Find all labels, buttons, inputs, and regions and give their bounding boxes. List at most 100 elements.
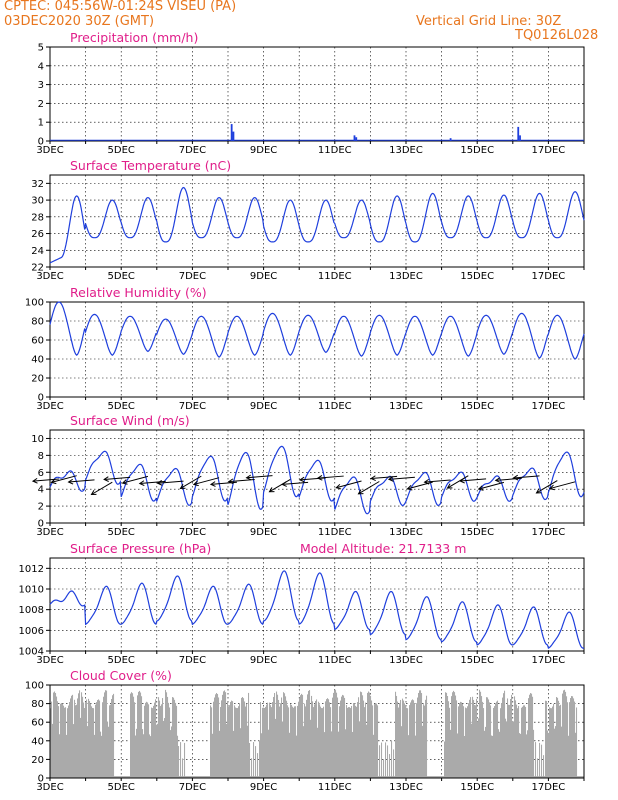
cloud-bar bbox=[281, 697, 283, 778]
cloud-bar bbox=[324, 732, 326, 778]
cloud-bar bbox=[349, 707, 351, 778]
cloud-bar bbox=[565, 691, 567, 778]
cloud-bar bbox=[574, 701, 576, 778]
cloud-bar bbox=[533, 729, 535, 778]
cloud-bar bbox=[418, 692, 420, 778]
wind-arrowhead bbox=[423, 478, 430, 485]
cloud-bar bbox=[560, 704, 562, 778]
wind-arrowhead bbox=[245, 474, 252, 481]
cloud-bar bbox=[541, 744, 543, 778]
cloud-bar bbox=[369, 692, 371, 778]
cloud-bar bbox=[118, 776, 120, 778]
x-tick-label: 7DEC bbox=[179, 782, 206, 793]
cloud-bar bbox=[542, 776, 544, 778]
cloud-bar bbox=[247, 725, 249, 778]
cloud-bar bbox=[105, 690, 107, 778]
cloud-bar bbox=[287, 705, 289, 778]
cloud-bar bbox=[128, 776, 130, 778]
cloud-bar bbox=[362, 695, 364, 778]
x-tick-label: 5DEC bbox=[108, 655, 135, 666]
cloud-bar bbox=[531, 693, 533, 778]
cloud-bar bbox=[274, 692, 276, 778]
cloud-bar bbox=[96, 702, 98, 778]
cloud-bar bbox=[408, 735, 410, 778]
cloud-bar bbox=[99, 700, 101, 778]
cloud-bar bbox=[411, 700, 413, 778]
cloud-bar bbox=[579, 776, 581, 778]
cloud-bar bbox=[125, 776, 127, 778]
cloud-bar bbox=[482, 701, 484, 778]
y-tick-label: 60 bbox=[31, 336, 44, 347]
y-tick-label: 1010 bbox=[19, 585, 44, 596]
cloud-bar bbox=[117, 776, 119, 778]
cloud-bar bbox=[549, 707, 551, 778]
precip-bar bbox=[519, 135, 521, 141]
cloud-bar bbox=[253, 742, 255, 778]
cloud-bar bbox=[50, 708, 52, 778]
cloud-bar bbox=[167, 696, 169, 778]
cloud-bar bbox=[561, 726, 563, 778]
cloud-bar bbox=[221, 700, 223, 778]
cloud-bar bbox=[235, 707, 237, 778]
cloud-bar bbox=[157, 723, 159, 778]
cloud-bar bbox=[550, 708, 552, 778]
cloud-bar bbox=[378, 776, 380, 778]
cloud-bar bbox=[457, 733, 459, 778]
cloud-bar bbox=[295, 706, 297, 778]
cloud-bar bbox=[474, 704, 476, 778]
cloud-bar bbox=[363, 700, 365, 778]
x-tick-label: 3DEC bbox=[36, 271, 63, 282]
plot-frame bbox=[49, 301, 585, 398]
cloud-bar bbox=[573, 698, 575, 778]
cloud-bar bbox=[371, 700, 373, 778]
y-tick-label: 2 bbox=[38, 502, 44, 513]
cloud-bar bbox=[487, 697, 489, 778]
cloud-bar bbox=[563, 690, 565, 778]
cloud-bar bbox=[299, 698, 301, 778]
cloud-bar bbox=[318, 701, 320, 778]
cloud-bar bbox=[132, 693, 134, 778]
wind-vector bbox=[104, 476, 131, 480]
panel-3: Relative Humidity (%) 0 20 40 60 80 100 3DEC 5DE… bbox=[25, 285, 585, 412]
cloud-bar bbox=[502, 697, 504, 778]
cloud-bar bbox=[207, 776, 209, 778]
cloud-bar bbox=[283, 692, 285, 778]
series-line bbox=[49, 186, 585, 264]
wind-arrowhead bbox=[316, 474, 323, 481]
cloud-bar bbox=[404, 703, 406, 778]
cloud-bar bbox=[211, 707, 213, 778]
x-tick-label: 13DEC bbox=[389, 655, 423, 666]
wind-arrowhead bbox=[268, 487, 275, 493]
cloud-bar bbox=[188, 776, 190, 778]
header-station: CPTEC: 045:56W-01:24S VISEU (PA) bbox=[4, 0, 237, 14]
cloud-bar bbox=[92, 707, 94, 778]
cloud-bar bbox=[401, 726, 403, 778]
cloud-bar bbox=[156, 724, 158, 778]
cloud-bar bbox=[390, 776, 392, 778]
cloud-bar bbox=[379, 745, 381, 778]
cloud-bar bbox=[276, 691, 278, 778]
cloud-bar bbox=[545, 700, 547, 778]
cloud-bar bbox=[445, 692, 447, 778]
cloud-bar bbox=[519, 733, 521, 778]
cloud-bar bbox=[239, 703, 241, 778]
cloud-bar bbox=[158, 697, 160, 778]
wind-arrowhead bbox=[209, 481, 216, 487]
cloud-bar bbox=[74, 699, 76, 778]
cloud-bar bbox=[55, 693, 57, 778]
x-tick-label: 17DEC bbox=[532, 145, 566, 156]
cloud-bar bbox=[151, 707, 153, 778]
cloud-bar bbox=[226, 723, 228, 778]
cloud-bar bbox=[190, 776, 192, 778]
cloud-bar bbox=[266, 704, 268, 778]
cloud-bar bbox=[62, 703, 64, 778]
x-tick-label: 11DEC bbox=[318, 527, 352, 538]
cloud-bar bbox=[258, 776, 260, 778]
cloud-bar bbox=[292, 706, 294, 778]
cloud-bar bbox=[78, 693, 80, 778]
cloud-bar bbox=[154, 702, 156, 778]
x-tick-label: 5DEC bbox=[108, 271, 135, 282]
cloud-bar bbox=[495, 703, 497, 778]
cloud-bar bbox=[180, 742, 182, 778]
x-tick-label: 3DEC bbox=[36, 782, 63, 793]
